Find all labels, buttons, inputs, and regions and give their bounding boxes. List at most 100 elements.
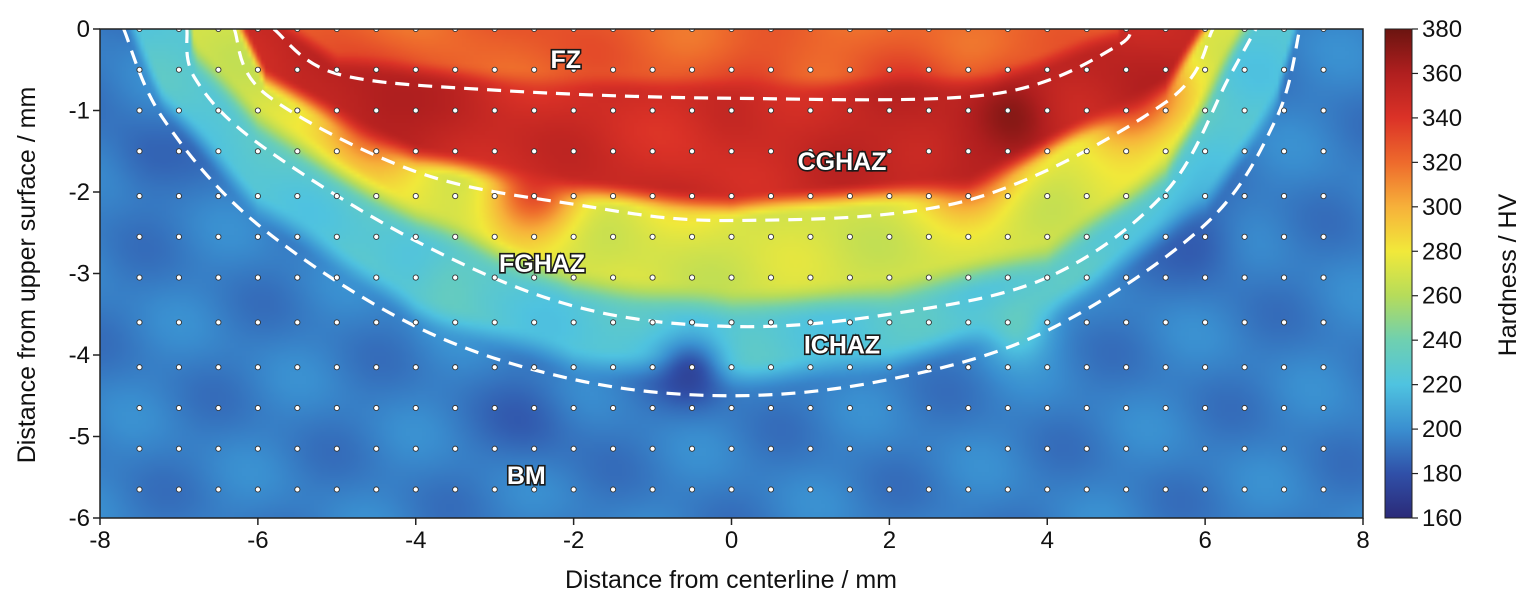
measurement-point (1004, 66, 1011, 73)
measurement-point (1241, 404, 1248, 412)
measurement-point (767, 445, 775, 452)
measurement-point (412, 274, 419, 281)
measurement-point (1241, 445, 1248, 452)
measurement-point (767, 404, 775, 412)
measurement-point (846, 66, 853, 73)
measurement-point (1083, 233, 1090, 240)
colorbar-tick-label: 320 (1422, 149, 1462, 176)
measurement-point (1162, 148, 1169, 155)
measurement-point (215, 404, 222, 412)
measurement-point (1162, 319, 1169, 326)
measurement-point (175, 404, 182, 412)
measurement-point (1083, 274, 1090, 281)
measurement-point (1044, 193, 1051, 200)
measurement-point (1241, 364, 1248, 371)
colorbar-fill (1384, 28, 1413, 519)
measurement-point (965, 66, 972, 73)
measurement-point (175, 445, 182, 452)
measurement-point (807, 148, 814, 155)
measurement-point (688, 107, 696, 114)
measurement-point (965, 364, 972, 371)
measurement-point (452, 445, 459, 452)
measurement-point (728, 233, 735, 240)
measurement-point (1083, 66, 1090, 73)
measurement-point (1281, 319, 1288, 326)
measurement-point (412, 445, 419, 452)
measurement-point (1123, 319, 1130, 326)
measurement-point (136, 486, 143, 493)
measurement-point (1083, 107, 1090, 114)
measurement-point (1320, 274, 1327, 281)
measurement-point (1123, 66, 1130, 73)
measurement-point (649, 274, 656, 281)
colorbar-tick-label: 160 (1422, 505, 1462, 532)
measurement-point (846, 364, 853, 371)
measurement-point (965, 233, 972, 240)
measurement-point (1123, 486, 1130, 493)
measurement-point (175, 319, 182, 326)
measurement-point (570, 193, 577, 200)
measurement-point (452, 486, 459, 493)
colorbar-tick-label: 380 (1422, 16, 1462, 43)
measurement-point (1281, 364, 1288, 371)
measurement-point (294, 193, 301, 200)
measurement-point (175, 148, 182, 155)
measurement-point (767, 319, 775, 326)
measurement-point (886, 404, 893, 412)
measurement-point (254, 364, 261, 371)
y-tick-label: -6 (69, 505, 90, 532)
measurement-point (136, 319, 143, 326)
measurement-point (294, 148, 301, 155)
x-axis-title: Distance from centerline / mm (565, 566, 897, 594)
measurement-point (452, 274, 459, 281)
measurement-point (688, 148, 696, 155)
measurement-point (807, 445, 814, 452)
measurement-point (610, 486, 617, 493)
measurement-point (925, 486, 932, 493)
measurement-point (215, 193, 222, 200)
measurement-point (1004, 148, 1011, 155)
measurement-point (846, 319, 853, 326)
measurement-point (1281, 193, 1288, 200)
measurement-point (531, 486, 538, 493)
measurement-point (531, 66, 538, 73)
measurement-point (728, 404, 735, 412)
measurement-point (531, 148, 538, 155)
measurement-point (688, 486, 696, 493)
measurement-point (1044, 364, 1051, 371)
measurement-point (175, 193, 182, 200)
measurement-point (688, 445, 696, 452)
measurement-point (728, 486, 735, 493)
measurement-point (1202, 364, 1209, 371)
zone-label-fghaz: FGHAZ (499, 250, 585, 278)
measurement-point (846, 486, 853, 493)
measurement-point (649, 66, 656, 73)
y-tick-label: -5 (69, 424, 90, 451)
measurement-point (846, 193, 853, 200)
measurement-point (531, 233, 538, 240)
y-axis-ticks: 0 -1 -2 -3 -4 -5 -6 (69, 16, 100, 532)
measurement-point (965, 404, 972, 412)
measurement-point (1202, 66, 1209, 73)
measurement-point (254, 319, 261, 326)
measurement-point (767, 66, 775, 73)
measurement-point (333, 274, 340, 281)
measurement-point (373, 486, 380, 493)
measurement-points (136, 29, 1327, 493)
measurement-point (570, 233, 577, 240)
measurement-point (1162, 233, 1169, 240)
measurement-point (688, 233, 696, 240)
x-tick-label: -6 (247, 527, 268, 554)
measurement-point (965, 107, 972, 114)
measurement-point (175, 364, 182, 371)
measurement-point (1320, 107, 1327, 114)
measurement-point (925, 66, 932, 73)
measurement-point (136, 193, 143, 200)
measurement-point (728, 66, 735, 73)
measurement-point (807, 233, 814, 240)
measurement-point (965, 148, 972, 155)
measurement-point (373, 193, 380, 200)
measurement-point (531, 193, 538, 200)
measurement-point (491, 404, 498, 412)
measurement-point (688, 274, 696, 281)
